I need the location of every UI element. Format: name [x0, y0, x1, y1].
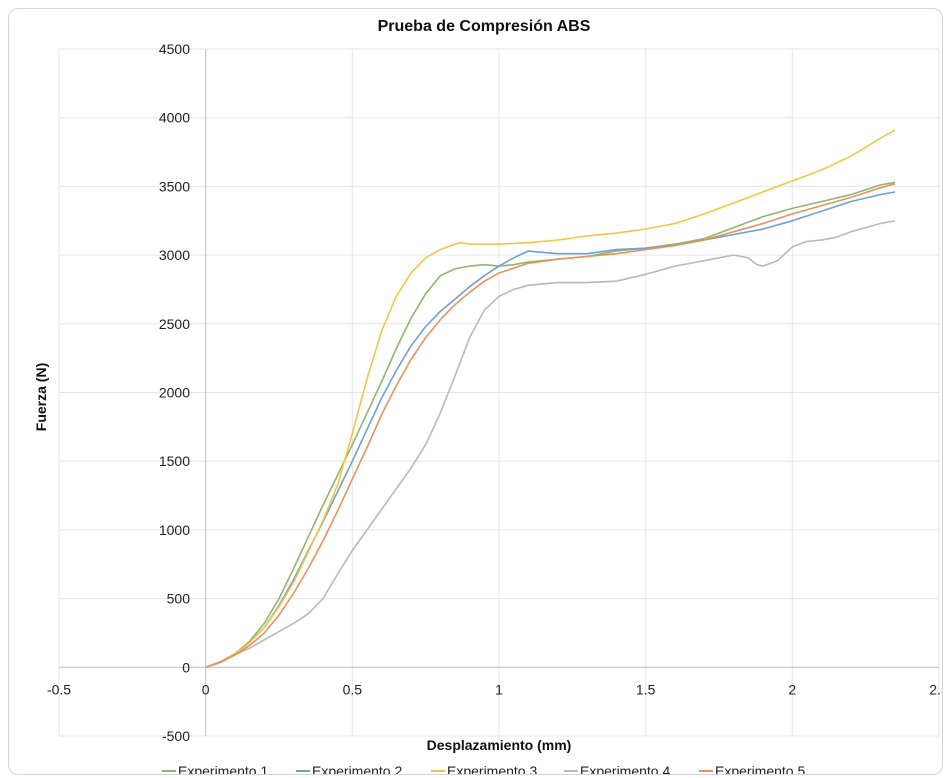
chart-title: Prueba de Compresión ABS	[378, 18, 591, 35]
y-tick-label: 3500	[159, 178, 190, 194]
y-axis-title: Fuerza (N)	[33, 363, 49, 431]
y-tick-label: 2500	[159, 316, 190, 332]
legend-label: Experimento 2	[312, 763, 402, 774]
y-tick-label: 500	[167, 591, 191, 607]
chart-container: -500 0 500 1000 1500 2000 2500 3000 3500 4000 4500…	[8, 8, 943, 775]
legend-item-5: Experimento 5	[699, 763, 805, 774]
series-line-3	[205, 129, 896, 669]
x-axis-title: Desplazamiento (mm)	[427, 737, 572, 753]
series-line-1	[205, 181, 896, 669]
axes	[59, 49, 939, 736]
series-line-4	[205, 220, 896, 669]
series-lines	[205, 129, 896, 669]
y-tick-label: 2000	[159, 385, 190, 401]
x-tick-label: 1.5	[636, 681, 656, 697]
x-tick-label: 0.5	[343, 681, 363, 697]
legend: Experimento 1 Experimento 2 Experimento 3 E…	[162, 763, 805, 774]
line-chart: -500 0 500 1000 1500 2000 2500 3000 3500 4000 4500…	[33, 18, 942, 774]
legend-item-2: Experimento 2	[296, 763, 402, 774]
y-tick-label: 0	[182, 659, 190, 675]
series-line-2	[205, 191, 896, 669]
x-tick-label: 2	[788, 681, 796, 697]
x-tick-label: 2.5	[929, 681, 942, 697]
y-tick-label: 4500	[159, 41, 190, 57]
legend-label: Experimento 5	[715, 763, 805, 774]
y-tick-label: 3000	[159, 247, 190, 263]
legend-label: Experimento 3	[447, 763, 537, 774]
legend-label: Experimento 4	[580, 763, 670, 774]
legend-item-4: Experimento 4	[564, 763, 670, 774]
gridlines	[58, 48, 940, 737]
legend-item-3: Experimento 3	[431, 763, 537, 774]
x-tick-label: 1	[495, 681, 503, 697]
y-tick-label: 1000	[159, 522, 190, 538]
legend-item-1: Experimento 1	[162, 763, 268, 774]
y-tick-label: 4000	[159, 110, 190, 126]
x-tick-label: -0.5	[47, 681, 71, 697]
series-line-5	[205, 182, 896, 669]
y-tick-label: 1500	[159, 453, 190, 469]
x-tick-label: 0	[202, 681, 210, 697]
tick-labels: -500 0 500 1000 1500 2000 2500 3000 3500 4000 4500…	[47, 41, 942, 744]
legend-label: Experimento 1	[178, 763, 268, 774]
y-tick-label: -500	[162, 728, 190, 744]
